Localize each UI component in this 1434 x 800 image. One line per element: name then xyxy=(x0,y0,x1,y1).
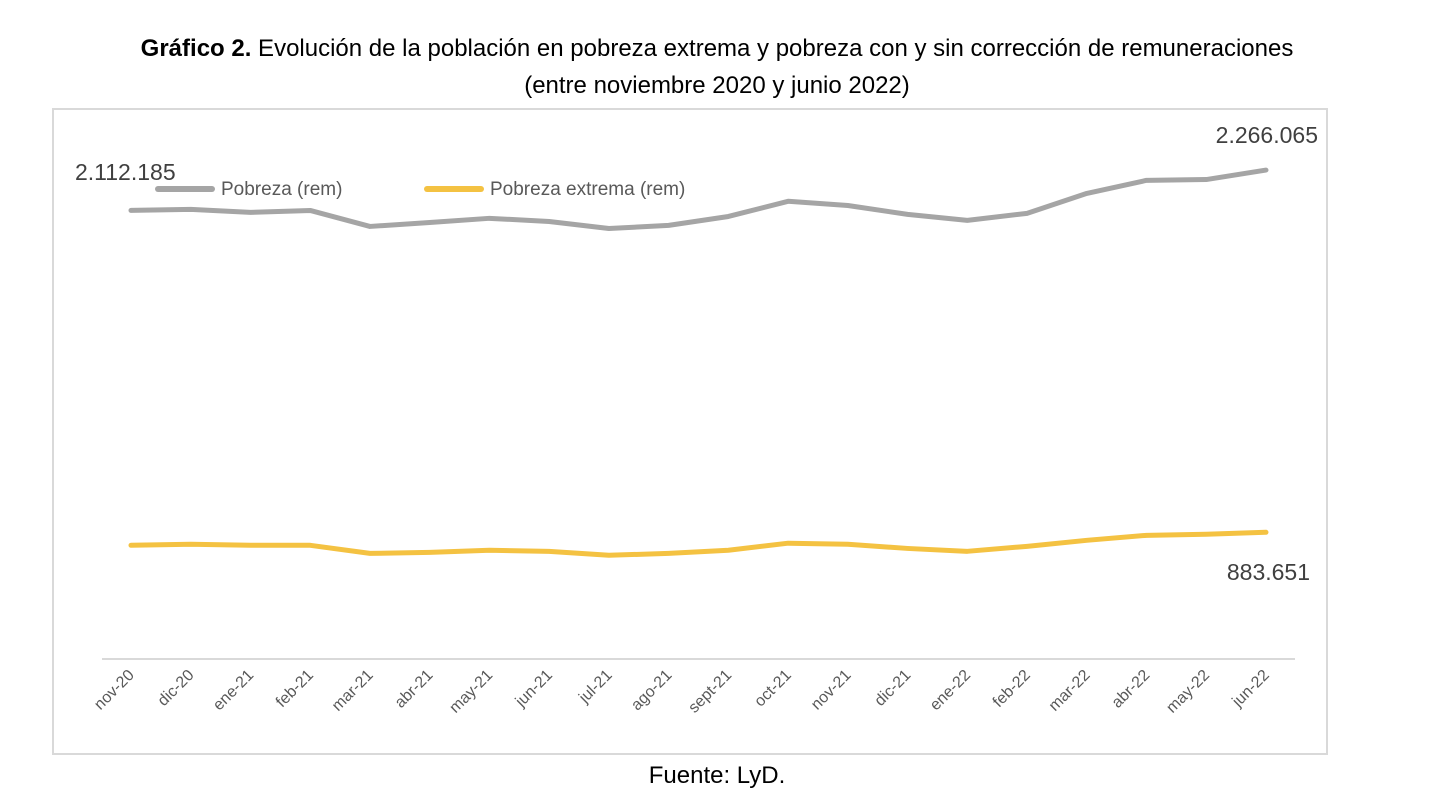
series-line-pobreza-extrema xyxy=(128,529,1269,558)
x-tick-label: feb-21 xyxy=(273,667,317,711)
legend-label-pobreza: Pobreza (rem) xyxy=(221,179,342,200)
x-tick-label: may-22 xyxy=(1163,667,1213,717)
x-tick-label: jun-22 xyxy=(1229,667,1273,711)
data-label-pobreza-first: 2.112.185 xyxy=(75,159,176,185)
legend-label-pobreza-extrema: Pobreza extrema (rem) xyxy=(490,179,685,200)
x-tick-label: ago-21 xyxy=(628,667,675,714)
title-line-1: Gráfico 2. Evolución de la población en … xyxy=(0,30,1434,67)
source-note: Fuente: LyD. xyxy=(648,762,786,789)
data-label-pobreza-last: 2.266.065 xyxy=(1216,122,1318,148)
x-tick-label: ene-22 xyxy=(927,667,974,714)
title-line-2: (entre noviembre 2020 y junio 2022) xyxy=(524,72,910,99)
x-tick-label: abr-22 xyxy=(1109,667,1154,712)
x-tick-label: oct-21 xyxy=(751,667,795,711)
series-lines xyxy=(128,167,1269,558)
x-tick-label: abr-21 xyxy=(392,667,437,712)
x-tick-label: may-21 xyxy=(446,667,496,717)
x-tick-label: mar-21 xyxy=(329,667,377,715)
series-line-pobreza xyxy=(128,167,1269,232)
x-axis-ticks: nov-20 dic-20 ene-21 feb-21 mar-21 abr-21 may-… xyxy=(91,667,1273,717)
x-tick-label: dic-20 xyxy=(155,667,198,710)
x-tick-label: sept-21 xyxy=(685,667,735,717)
data-label-pobreza-extrema-last: 883.651 xyxy=(1227,559,1310,585)
legend: Pobreza (rem) Pobreza extrema (rem) xyxy=(155,179,685,200)
chart-title: Gráfico 2. Evolución de la población en … xyxy=(0,30,1434,104)
title-text: Evolución de la población en pobreza ext… xyxy=(251,35,1294,62)
x-tick-label: jun-21 xyxy=(512,667,556,711)
title-figure-number: Gráfico 2. xyxy=(140,35,252,62)
x-tick-label: mar-22 xyxy=(1046,667,1094,715)
x-tick-label: ene-21 xyxy=(210,667,257,714)
chart-frame xyxy=(52,108,1328,755)
x-tick-label: nov-20 xyxy=(91,667,138,714)
x-tick-label: nov-21 xyxy=(808,667,855,714)
x-tick-label: feb-22 xyxy=(990,667,1034,711)
x-tick-label: dic-21 xyxy=(872,667,915,710)
x-tick-label: jul-21 xyxy=(575,667,615,707)
